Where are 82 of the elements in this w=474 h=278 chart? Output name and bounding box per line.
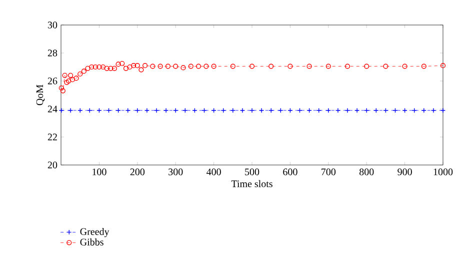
point [134,108,140,113]
point [259,108,264,113]
point [173,64,178,69]
point [440,108,446,113]
point [154,108,160,113]
point [180,65,186,70]
point [165,64,171,69]
point [85,66,90,71]
point [70,77,76,82]
point [196,64,202,69]
x-tick-label: 500 [245,168,260,176]
point [249,64,255,69]
x-tick-label: 1000 [434,168,453,176]
point [354,108,360,113]
point [306,64,312,69]
point [81,68,86,74]
x-tick-label: 700 [322,168,336,176]
point [402,64,408,69]
point [230,64,236,69]
point [62,72,68,78]
point [249,108,255,113]
y-axis-title: QoM [36,84,45,106]
point [421,64,426,69]
point [430,108,436,113]
point [364,108,370,113]
y-tick-label: 24 [48,106,58,112]
point [131,63,136,68]
point [164,108,169,113]
point [230,108,236,113]
point [60,88,66,94]
y-tick-label: 28 [48,50,58,56]
point [211,64,216,69]
point [74,76,79,81]
point [344,108,350,113]
y-tick-label: 26 [48,78,58,84]
x-tick-label: 800 [359,168,374,176]
point [440,63,446,68]
x-tick-label: 400 [206,168,221,176]
point [142,63,148,68]
point [335,108,340,113]
point [268,64,274,69]
point [104,66,110,71]
point [112,66,118,71]
point [383,64,388,69]
point [108,66,114,71]
point [96,64,102,70]
point [240,108,245,113]
point [58,85,64,91]
y-tick-label: 20 [48,162,58,168]
point [116,62,121,67]
point [78,71,83,77]
point [68,108,74,113]
point [144,108,150,113]
point [138,67,144,72]
point [100,64,106,70]
point [123,66,128,71]
point [204,64,209,69]
x-tick-label: 200 [130,168,145,176]
x-axis-title: Time slots [231,180,272,188]
x-tick-label: 600 [283,168,298,176]
point [188,64,194,69]
point [326,64,331,69]
point [64,80,70,85]
legend-label: Greedy [80,228,110,238]
x-tick-label: 100 [92,168,106,176]
point [134,63,140,68]
point [158,64,163,69]
point [344,64,350,69]
point [150,64,156,69]
y-tick-label: 30 [48,22,58,28]
x-tick-label: 900 [398,168,412,176]
point [364,64,370,69]
point [89,64,94,70]
y-tick-label: 22 [48,134,57,140]
point [288,64,293,69]
point [68,72,74,78]
point [120,60,125,66]
point [127,64,132,70]
x-tick-label: 300 [168,168,183,176]
point [66,78,72,84]
legend-label: Gibbs [80,238,104,246]
point [92,64,98,70]
